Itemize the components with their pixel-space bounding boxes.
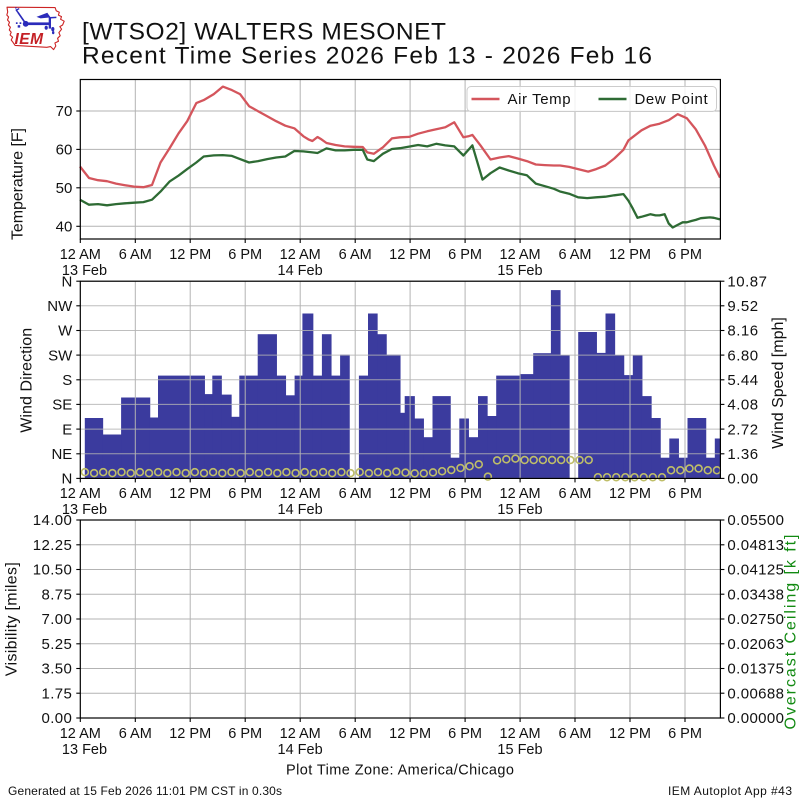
svg-text:12 PM: 12 PM — [169, 486, 211, 502]
svg-text:12 AM: 12 AM — [280, 486, 321, 502]
svg-text:IEM Autoplot App #43: IEM Autoplot App #43 — [668, 784, 792, 798]
svg-text:5.44: 5.44 — [727, 372, 758, 389]
svg-text:12 PM: 12 PM — [609, 247, 651, 263]
svg-text:NE: NE — [51, 446, 72, 463]
svg-text:6 AM: 6 AM — [119, 486, 152, 502]
svg-text:Visibility [miles]: Visibility [miles] — [4, 562, 21, 676]
svg-text:12 PM: 12 PM — [609, 486, 651, 502]
svg-text:1.36: 1.36 — [727, 446, 758, 463]
svg-text:6 AM: 6 AM — [558, 247, 591, 263]
svg-text:Recent Time Series 2026 Feb 13: Recent Time Series 2026 Feb 13 - 2026 Fe… — [82, 43, 652, 70]
svg-text:Overcast Ceiling [k ft]: Overcast Ceiling [k ft] — [783, 535, 800, 730]
svg-text:0.02750: 0.02750 — [727, 611, 784, 628]
svg-text:0.01375: 0.01375 — [727, 661, 784, 678]
svg-text:6 PM: 6 PM — [228, 726, 262, 742]
svg-text:6 AM: 6 AM — [558, 726, 591, 742]
svg-text:6 PM: 6 PM — [668, 486, 702, 502]
svg-text:12 AM: 12 AM — [500, 247, 541, 263]
svg-text:E: E — [62, 421, 72, 438]
svg-text:50: 50 — [56, 180, 73, 197]
svg-text:0.04125: 0.04125 — [727, 562, 784, 579]
svg-text:Dew Point: Dew Point — [635, 91, 709, 108]
svg-text:12 AM: 12 AM — [60, 247, 101, 263]
svg-text:12 AM: 12 AM — [500, 486, 541, 502]
svg-text:2.72: 2.72 — [727, 421, 758, 438]
svg-text:IEM: IEM — [15, 31, 45, 48]
svg-text:7.00: 7.00 — [42, 611, 73, 628]
svg-text:15 Feb: 15 Feb — [497, 742, 542, 758]
svg-text:14 Feb: 14 Feb — [278, 263, 323, 279]
svg-text:12 PM: 12 PM — [609, 726, 651, 742]
svg-text:0.02063: 0.02063 — [727, 636, 784, 653]
svg-text:6 PM: 6 PM — [228, 247, 262, 263]
svg-text:SE: SE — [52, 397, 72, 414]
svg-text:8.75: 8.75 — [42, 587, 73, 604]
svg-text:12.25: 12.25 — [33, 537, 73, 554]
svg-text:0.00000: 0.00000 — [727, 710, 784, 727]
svg-text:0.00: 0.00 — [42, 710, 73, 727]
svg-text:12 PM: 12 PM — [389, 247, 431, 263]
svg-text:12 PM: 12 PM — [389, 486, 431, 502]
svg-text:Temperature [F]: Temperature [F] — [10, 128, 27, 240]
svg-text:6 PM: 6 PM — [448, 486, 482, 502]
svg-text:12 PM: 12 PM — [389, 726, 431, 742]
svg-text:10.50: 10.50 — [33, 562, 73, 579]
svg-text:70: 70 — [56, 103, 73, 120]
svg-text:6.80: 6.80 — [727, 347, 758, 364]
svg-text:0.05500: 0.05500 — [727, 512, 784, 529]
svg-text:S: S — [62, 372, 72, 389]
svg-text:1.75: 1.75 — [42, 686, 73, 703]
svg-text:40: 40 — [56, 219, 73, 236]
svg-text:SW: SW — [48, 347, 73, 364]
svg-text:8.16: 8.16 — [727, 323, 758, 340]
svg-text:4.08: 4.08 — [727, 397, 758, 414]
svg-text:6 PM: 6 PM — [668, 247, 702, 263]
svg-text:10.87: 10.87 — [727, 273, 767, 290]
svg-text:12 AM: 12 AM — [60, 726, 101, 742]
svg-text:14 Feb: 14 Feb — [278, 742, 323, 758]
svg-text:Generated at 15 Feb 2026 11:01: Generated at 15 Feb 2026 11:01 PM CST in… — [8, 784, 282, 798]
svg-text:6 PM: 6 PM — [448, 247, 482, 263]
svg-text:6 AM: 6 AM — [339, 726, 372, 742]
svg-text:0.03438: 0.03438 — [727, 587, 784, 604]
svg-text:12 AM: 12 AM — [280, 247, 321, 263]
svg-text:Air Temp: Air Temp — [508, 91, 572, 108]
svg-text:3.50: 3.50 — [42, 661, 73, 678]
svg-text:12 AM: 12 AM — [60, 486, 101, 502]
svg-text:15 Feb: 15 Feb — [497, 263, 542, 279]
svg-text:Wind Direction: Wind Direction — [19, 328, 36, 433]
svg-text:N: N — [61, 273, 72, 290]
svg-text:6 AM: 6 AM — [339, 486, 372, 502]
svg-text:6 PM: 6 PM — [228, 486, 262, 502]
svg-text:NW: NW — [47, 298, 73, 315]
svg-text:13 Feb: 13 Feb — [62, 742, 107, 758]
svg-text:14.00: 14.00 — [33, 512, 73, 529]
svg-text:6 PM: 6 PM — [668, 726, 702, 742]
svg-text:60: 60 — [56, 142, 73, 159]
svg-text:W: W — [58, 323, 73, 340]
svg-text:14 Feb: 14 Feb — [278, 502, 323, 518]
svg-text:0.00: 0.00 — [727, 471, 758, 488]
svg-text:6 AM: 6 AM — [119, 726, 152, 742]
svg-text:15 Feb: 15 Feb — [497, 502, 542, 518]
svg-text:12 PM: 12 PM — [169, 247, 211, 263]
svg-text:12 AM: 12 AM — [500, 726, 541, 742]
svg-text:12 AM: 12 AM — [280, 726, 321, 742]
svg-text:6 AM: 6 AM — [119, 247, 152, 263]
svg-text:[WTSO2] WALTERS MESONET: [WTSO2] WALTERS MESONET — [82, 19, 446, 46]
svg-text:0.04813: 0.04813 — [727, 537, 784, 554]
svg-text:Plot Time Zone: America/Chicag: Plot Time Zone: America/Chicago — [286, 763, 514, 779]
svg-text:5.25: 5.25 — [42, 636, 73, 653]
svg-text:12 PM: 12 PM — [169, 726, 211, 742]
svg-text:6 PM: 6 PM — [448, 726, 482, 742]
svg-text:Wind Speed [mph]: Wind Speed [mph] — [770, 317, 787, 449]
svg-text:6 AM: 6 AM — [558, 486, 591, 502]
svg-text:6 AM: 6 AM — [339, 247, 372, 263]
svg-text:9.52: 9.52 — [727, 298, 758, 315]
svg-text:0.00688: 0.00688 — [727, 686, 784, 703]
svg-text:N: N — [61, 471, 72, 488]
